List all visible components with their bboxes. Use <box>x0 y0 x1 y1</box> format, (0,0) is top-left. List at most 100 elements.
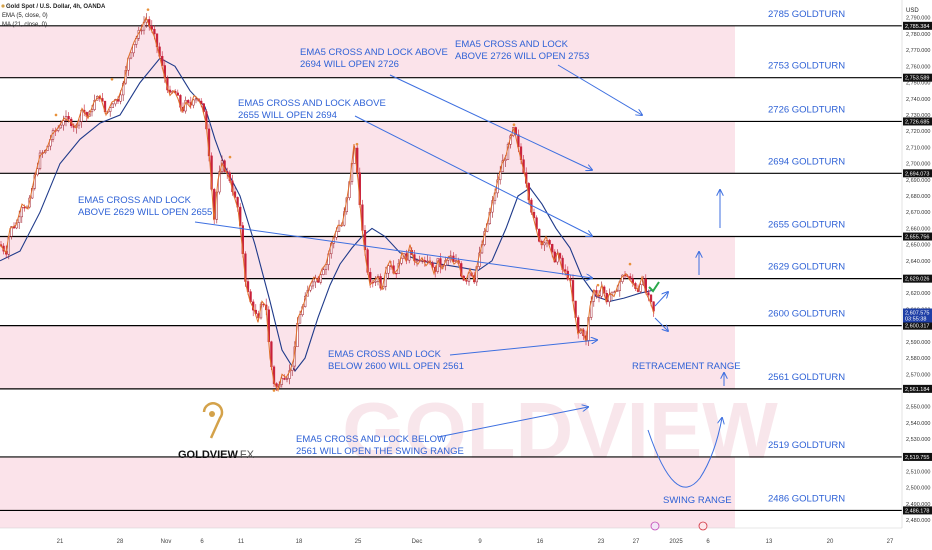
ema-5-line <box>0 16 655 392</box>
level-tag-value: 2,655.756 <box>905 235 929 241</box>
candle-body <box>67 116 70 120</box>
candle-body <box>218 171 221 193</box>
candle-body <box>51 130 55 140</box>
candle-body <box>374 281 377 283</box>
arrow-right-up <box>654 292 668 307</box>
candle-body <box>629 276 632 280</box>
pink-band <box>0 121 735 174</box>
candle-body <box>140 29 143 32</box>
annotation-arrows <box>194 64 724 488</box>
level-tag <box>903 169 932 178</box>
pivot-marker <box>110 78 114 81</box>
goldturn-label: 2694 GOLDTURN <box>768 156 845 167</box>
price-tick: 2,660.000 <box>906 226 930 232</box>
arrow-2655-2694 <box>354 115 592 236</box>
annotation-2655: EMA5 CROSS AND LOCK ABOVE 2655 WILL OPEN … <box>238 98 386 121</box>
goldview-logo: GOLDVIEW FX <box>178 402 255 461</box>
price-tick: 2,590.000 <box>906 340 930 346</box>
time-tick: Dec <box>412 539 423 545</box>
level-tag <box>903 384 932 393</box>
time-tick: 9 <box>478 539 482 545</box>
price-tick: 2,580.000 <box>906 356 930 362</box>
annotation-2561: EMA5 CROSS AND LOCK BELOW 2561 WILL OPEN … <box>296 434 464 457</box>
level-tag-value: 2,726.685 <box>905 119 929 125</box>
annotation-2694: EMA5 CROSS AND LOCK ABOVE 2694 WILL OPEN … <box>300 47 448 70</box>
goldturn-label: 2486 GOLDTURN <box>768 493 845 504</box>
candle-body <box>77 121 81 126</box>
pivot-marker <box>146 8 150 11</box>
price-axis-ticks: 2,480.0002,490.0002,500.0002,510.0002,52… <box>906 16 930 524</box>
level-tag <box>903 117 932 126</box>
candle-body <box>202 103 205 112</box>
candle-body <box>384 272 387 287</box>
pivot-marker <box>228 155 232 159</box>
candle-body <box>93 100 96 110</box>
candle-body <box>119 94 122 102</box>
symbol-title[interactable]: Gold Spot / U.S. Dollar, 4h, OANDA <box>6 4 106 10</box>
time-tick: 21 <box>57 539 64 545</box>
candle-body <box>122 82 125 96</box>
level-tag-value: 2,753.589 <box>905 76 929 82</box>
candle-body <box>337 225 341 232</box>
arrow-2726-2753 <box>557 64 642 115</box>
candle-body <box>647 292 650 296</box>
time-tick: 28 <box>117 539 124 545</box>
candle-body <box>285 378 289 380</box>
candle-body <box>23 207 26 209</box>
goldturn-label: 2561 GOLDTURN <box>768 372 845 383</box>
candle-body <box>551 244 554 253</box>
level-tag-value: 2,486.178 <box>905 508 929 514</box>
candle-body <box>548 240 551 245</box>
pivot-marker <box>54 113 58 117</box>
candle-body <box>194 98 198 101</box>
level-tag <box>903 73 932 82</box>
current-price-value: 2,607.575 <box>905 311 929 317</box>
time-tick: 27 <box>887 539 894 545</box>
goldturn-label: 2629 GOLDTURN <box>768 262 845 273</box>
price-tick: 2,680.000 <box>906 194 930 200</box>
time-tick: 6 <box>200 539 204 545</box>
logo-brand: GOLDVIEW <box>178 449 239 461</box>
level-tag-value: 2,600.317 <box>905 324 929 330</box>
pink-band <box>0 456 735 511</box>
us-flag-event-icon[interactable] <box>698 521 708 531</box>
candle-body <box>20 207 23 218</box>
ema-legend[interactable]: EMA (5, close, 0) <box>2 13 48 19</box>
level-tag-value: 2,519.755 <box>905 455 929 461</box>
candle-body <box>114 99 117 105</box>
candle-body <box>408 250 411 261</box>
goldturn-labels: 2785 GOLDTURN 2753 GOLDTURN 2726 GOLDTURN 2… <box>768 9 845 505</box>
time-tick: 23 <box>598 539 605 545</box>
level-tag <box>903 452 932 461</box>
ma-21-line <box>0 57 655 372</box>
price-tick: 2,730.000 <box>906 113 930 119</box>
pink-band <box>0 510 735 528</box>
price-tick: 2,790.000 <box>906 16 930 22</box>
price-tick: 2,510.000 <box>906 470 930 476</box>
current-price-countdown: 03:55:38 <box>905 317 926 323</box>
candle-body <box>395 272 398 275</box>
price-tick: 2,740.000 <box>906 97 930 103</box>
price-level-tags: 2,785.384 2,753.589 2,726.685 2,694.073 2,65… <box>903 21 932 515</box>
level-tag <box>903 321 932 330</box>
goldturn-label: 2753 GOLDTURN <box>768 61 845 72</box>
ma-legend[interactable]: MA (21, close, 0) <box>2 22 47 28</box>
event-marker-icon[interactable] <box>650 521 660 531</box>
candle-body <box>322 269 325 275</box>
candle-body <box>639 284 642 292</box>
price-tick: 2,530.000 <box>906 437 930 443</box>
candle-body <box>543 242 546 246</box>
candle-body <box>616 290 619 292</box>
arrow-2694-2726 <box>389 74 592 170</box>
candle-body <box>111 103 114 108</box>
price-tick: 2,540.000 <box>906 421 930 427</box>
arrow-right-down <box>654 317 668 331</box>
candle-body <box>187 100 190 103</box>
goldturn-label: 2726 GOLDTURN <box>768 104 845 115</box>
level-tag <box>903 21 932 30</box>
candle-body <box>150 25 153 30</box>
arrow-2600-2561 <box>449 340 597 356</box>
price-tick: 2,500.000 <box>906 486 930 492</box>
candle-body <box>192 99 195 106</box>
